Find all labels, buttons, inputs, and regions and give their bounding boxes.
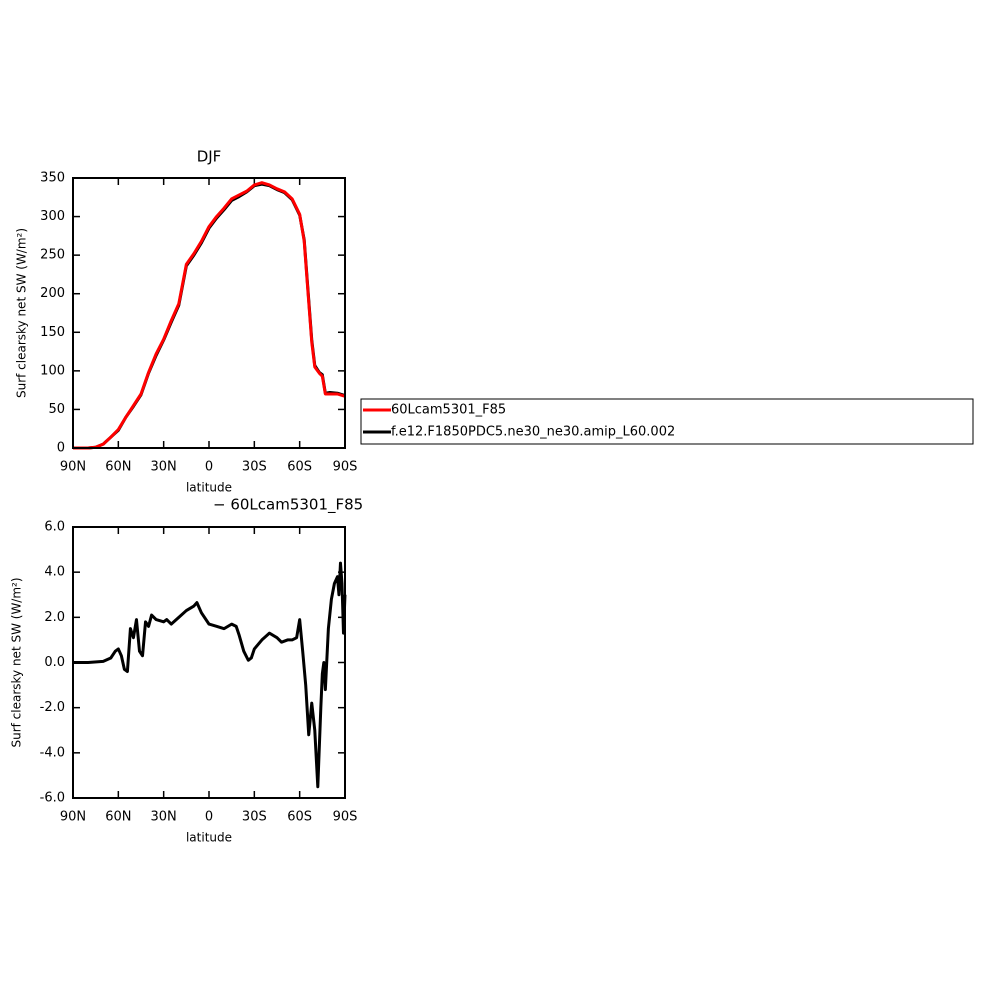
- x-tick-label: 90N: [60, 810, 86, 825]
- x-tick-label: 60N: [105, 810, 131, 825]
- x-tick-label: 90N: [60, 460, 86, 475]
- y-tick-label: 150: [40, 325, 65, 340]
- data-line: [73, 561, 347, 789]
- data-line: [73, 181, 346, 450]
- y-tick-label: 6.0: [44, 520, 65, 535]
- y-axis-label: Surf clearsky net SW (W/m²): [10, 577, 24, 747]
- y-tick-label: 50: [48, 402, 65, 417]
- y-tick-label: 100: [40, 363, 65, 378]
- plot-frame: [72, 526, 346, 799]
- legend-box: [360, 398, 974, 445]
- y-tick-label: 200: [40, 286, 65, 301]
- legend-label: 60Lcam5301_F85: [391, 403, 506, 418]
- x-tick-label: 30N: [151, 810, 177, 825]
- chart-title: DJF: [197, 148, 222, 166]
- data-line: [73, 182, 346, 450]
- y-tick-label: -4.0: [40, 745, 65, 760]
- x-tick-label: 30S: [242, 460, 267, 475]
- y-tick-label: -6.0: [40, 791, 65, 806]
- x-tick-label: 0: [205, 460, 213, 475]
- y-tick-label: 300: [40, 209, 65, 224]
- legend-label: f.e12.F1850PDC5.ne30_ne30.amip_L60.002: [391, 425, 675, 440]
- y-tick-label: -2.0: [40, 700, 65, 715]
- x-tick-label: 30S: [242, 810, 267, 825]
- x-tick-label: 30N: [151, 460, 177, 475]
- x-tick-label: 0: [205, 810, 213, 825]
- x-tick-label: 90S: [333, 810, 358, 825]
- x-tick-label: 90S: [333, 460, 358, 475]
- y-tick-label: 0: [57, 441, 65, 456]
- plot-frame: [72, 177, 346, 449]
- x-axis-label: latitude: [186, 831, 232, 845]
- y-tick-label: 250: [40, 248, 65, 263]
- y-tick-label: 4.0: [44, 565, 65, 580]
- x-axis-label: latitude: [186, 481, 232, 495]
- x-tick-label: 60S: [287, 810, 312, 825]
- x-tick-label: 60S: [287, 460, 312, 475]
- y-axis-label: Surf clearsky net SW (W/m²): [15, 228, 29, 398]
- y-tick-label: 2.0: [44, 610, 65, 625]
- chart-title: − 60Lcam5301_F85: [213, 496, 363, 515]
- y-tick-label: 0.0: [44, 655, 65, 670]
- x-tick-label: 60N: [105, 460, 131, 475]
- y-tick-label: 350: [40, 171, 65, 186]
